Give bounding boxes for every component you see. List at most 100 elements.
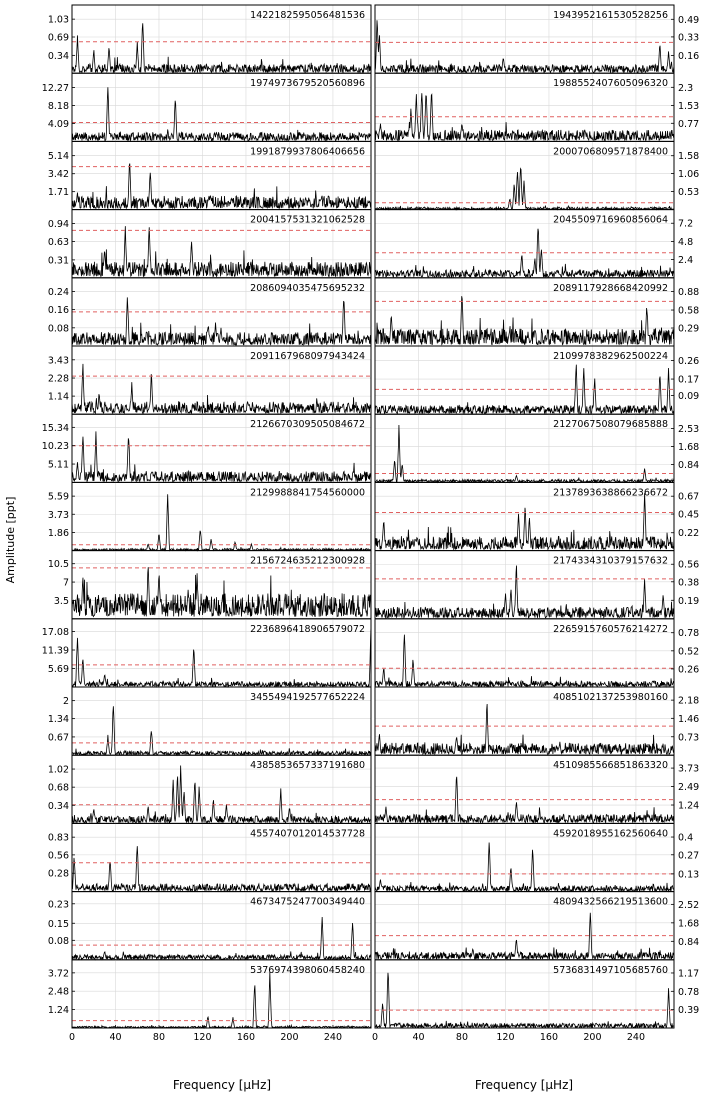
x-axis-label-right: Frequency [μHz]	[475, 1078, 573, 1092]
y-tick-label: 5.59	[48, 492, 69, 503]
spectrum-line	[71, 431, 372, 483]
y-tick-label: 0.28	[48, 869, 69, 880]
y-tick-label: 8.18	[48, 101, 69, 112]
y-tick-label: 0.84	[678, 460, 699, 471]
y-tick-label: 2.49	[678, 782, 699, 793]
y-tick-label: 0.49	[678, 15, 699, 26]
y-tick-label: 2.18	[678, 696, 699, 707]
panel-id-label: 2236896418906579072	[250, 624, 365, 635]
y-tick-label: 2.3	[678, 83, 693, 94]
y-tick-label: 2.48	[48, 987, 69, 998]
y-tick-label: 2.28	[48, 374, 69, 385]
y-tick-label: 7	[63, 578, 69, 589]
x-tick-label: 40	[412, 1032, 424, 1043]
y-tick-label: 1.14	[48, 392, 69, 403]
y-tick-label: 10.5	[48, 559, 69, 570]
y-tick-label: 0.67	[678, 492, 699, 503]
y-tick-label: 0.15	[48, 919, 69, 930]
panel-id-label: 2126670309505084672	[250, 419, 365, 430]
panel-left-11: 0.34 0.68 1.02 4385853657337191680	[48, 754, 372, 824]
y-tick-label: 0.34	[48, 51, 69, 62]
panel-id-label: 3455494192577652224	[250, 692, 365, 703]
y-tick-label: 0.78	[678, 628, 699, 639]
spectrum-line	[71, 23, 372, 74]
y-tick-label: 4.8	[678, 237, 693, 248]
y-tick-label: 0.13	[678, 869, 699, 880]
x-tick-label: 80	[456, 1032, 468, 1043]
y-tick-label: 1.58	[678, 151, 699, 162]
spectrum-line	[71, 846, 372, 893]
y-tick-label: 1.68	[678, 918, 699, 929]
y-tick-label: 4.09	[48, 119, 69, 130]
spectrum-line	[374, 493, 675, 551]
panel-left-5: 1.14 2.28 3.43 2091167968097943424	[48, 345, 372, 415]
panel-right-7: 0.22 0.45 0.67 2137893638866236672	[374, 481, 699, 552]
panel-left-1: 4.09 8.18 12.27 1974973679520560896	[42, 72, 372, 142]
spectrum-line	[71, 765, 372, 824]
panel-id-label: 1988552407605096320	[553, 78, 668, 89]
panel-id-label: 5376974398060458240	[250, 965, 365, 976]
y-tick-label: 1.34	[48, 714, 69, 725]
y-tick-label: 1.02	[48, 765, 69, 776]
y-tick-label: 0.68	[48, 783, 69, 794]
spectrum-line	[374, 228, 675, 279]
panel-left-13: 0.08 0.15 0.23 4673475247700349440	[48, 891, 372, 961]
y-tick-label: 0.56	[48, 850, 69, 861]
y-tick-label: 1.68	[678, 442, 699, 453]
panel-id-label: 2000706809571878400	[553, 146, 668, 157]
y-tick-label: 0.26	[678, 664, 699, 675]
y-tick-label: 0.38	[678, 577, 699, 588]
y-tick-label: 2.53	[678, 424, 699, 435]
spectrum-line	[71, 625, 372, 688]
panel-id-label: 2174334310379157632	[553, 556, 668, 567]
x-tick-label: 200	[583, 1032, 601, 1043]
panel-id-label: 2129988841754560000	[250, 487, 365, 498]
spectrum-line	[374, 912, 675, 961]
y-tick-label: 3.5	[54, 596, 69, 607]
panel-id-label: 4557407012014537728	[250, 828, 365, 839]
y-tick-label: 5.69	[48, 664, 69, 675]
spectrum-line	[71, 226, 372, 278]
y-tick-label: 0.22	[678, 528, 699, 539]
y-tick-label: 3.73	[678, 764, 699, 775]
panel-right-9: 0.26 0.52 0.78 2265915760576214272	[374, 618, 699, 689]
panel-left-6: 5.11 10.23 15.34 2126670309505084672	[42, 413, 372, 483]
x-tick-label: 200	[280, 1032, 298, 1043]
y-tick-label: 0.39	[678, 1005, 699, 1016]
spectrum-line	[71, 706, 372, 757]
y-tick-label: 0.69	[48, 33, 69, 44]
y-tick-label: 0.4	[678, 833, 693, 844]
panel-id-label: 4592018955162560640	[553, 828, 668, 839]
panel-right-12: 0.13 0.27 0.4 4592018955162560640	[374, 822, 699, 893]
y-tick-label: 1.06	[678, 169, 699, 180]
y-tick-label: 0.83	[48, 833, 69, 844]
y-tick-label: 1.86	[48, 528, 69, 539]
panel-id-label: 4085102137253980160	[553, 692, 668, 703]
y-tick-label: 0.29	[678, 324, 699, 335]
spectrum-line	[71, 163, 372, 210]
panel-right-14: 0.39 0.78 1.17 5736831497105685760 0 40 80 120 1…	[372, 959, 699, 1043]
y-tick-label: 7.2	[678, 219, 693, 230]
panel-id-label: 2089117928668420992	[553, 283, 668, 294]
panel-id-label: 4809432566219513600	[553, 897, 668, 908]
y-tick-label: 12.27	[42, 83, 69, 94]
panel-right-10: 0.73 1.46 2.18 4085102137253980160	[374, 686, 699, 756]
panel-left-8: 3.5 7 10.5 2156724635212300928	[48, 550, 372, 620]
y-tick-label: 0.53	[678, 187, 699, 198]
spectrum-line	[374, 364, 675, 415]
y-tick-label: 17.08	[42, 627, 69, 638]
x-tick-label: 240	[324, 1032, 342, 1043]
panel-left-10: 0.67 1.34 2 3455494192577652224	[48, 686, 372, 757]
y-tick-label: 0.45	[678, 510, 699, 521]
x-tick-label: 160	[540, 1032, 558, 1043]
y-tick-label: 0.33	[678, 32, 699, 43]
y-tick-label: 0.77	[678, 119, 699, 130]
panel-right-3: 2.4 4.8 7.2 2045509716960856064	[374, 209, 693, 279]
y-tick-label: 3.73	[48, 510, 69, 521]
y-tick-label: 3.72	[48, 968, 69, 979]
x-tick-label: 0	[372, 1032, 378, 1043]
y-tick-label: 2	[63, 696, 69, 707]
y-tick-label: 0.26	[678, 356, 699, 367]
spectrum-line	[374, 703, 675, 756]
spectrum-line	[71, 971, 372, 1030]
